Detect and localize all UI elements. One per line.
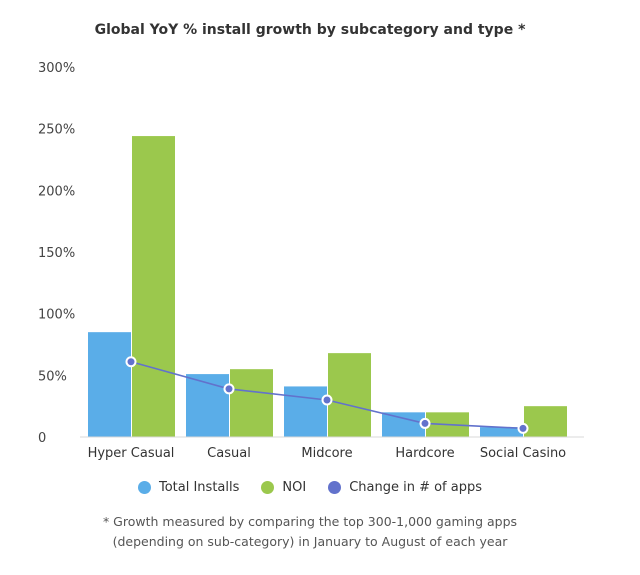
y-tick-label: 300% (38, 61, 75, 76)
x-tick-label-hyper-casual: Hyper Casual (88, 446, 175, 461)
y-tick-label: 150% (38, 246, 75, 261)
footnote-line-2: (depending on sub-category) in January t… (112, 534, 508, 549)
bar-total-installs-casual (186, 374, 229, 437)
y-tick-label: 0 (38, 431, 46, 446)
chart-plot-area: 0 50% 100% 150% 200% 250% 300% Hyper Casual Cas… (38, 61, 584, 461)
y-tick-label: 200% (38, 184, 75, 199)
bar-noi-hyper-casual (132, 136, 175, 438)
legend-label-noi: NOI (282, 480, 307, 495)
x-tick-label-hardcore: Hardcore (395, 446, 454, 461)
legend-swatch-noi (261, 481, 275, 494)
point-change-in-of-apps-hardcore (419, 417, 431, 429)
bar-total-installs-hardcore (382, 412, 425, 437)
y-tick-label: 100% (38, 308, 75, 323)
x-tick-label-midcore: Midcore (301, 446, 352, 461)
point-change-in-of-apps-midcore (321, 394, 333, 406)
y-tick-label: 50% (38, 369, 67, 384)
legend-item-total-installs: Total Installs (137, 480, 240, 495)
point-change-in-of-apps-hyper-casual (125, 356, 137, 368)
point-change-in-of-apps-social-casino (517, 422, 529, 434)
legend-swatch-total-installs (137, 481, 151, 494)
bar-total-installs-hyper-casual (88, 332, 131, 437)
bar-total-installs-social-casino (480, 427, 523, 437)
legend: Total Installs NOI Change in # of apps (0, 480, 620, 495)
x-tick-label-social-casino: Social Casino (480, 446, 566, 461)
chart-title: Global YoY % install growth by subcatego… (94, 22, 526, 38)
y-tick-label: 250% (38, 123, 75, 138)
bar-noi-social-casino (524, 406, 567, 437)
legend-swatch-change-in-apps (328, 481, 342, 494)
footnote: * Growth measured by comparing the top 3… (0, 512, 620, 552)
bar-total-installs-midcore (284, 386, 327, 437)
legend-label-change-in-apps: Change in # of apps (349, 480, 483, 495)
legend-item-change-in-apps: Change in # of apps (328, 480, 482, 495)
legend-label-total-installs: Total Installs (158, 480, 240, 495)
bar-noi-midcore (328, 353, 371, 437)
x-tick-label-casual: Casual (207, 446, 251, 461)
footnote-line-1: * Growth measured by comparing the top 3… (102, 514, 518, 529)
bar-noi-casual (230, 369, 273, 437)
legend-item-noi: NOI (261, 480, 306, 495)
point-change-in-of-apps-casual (223, 383, 235, 395)
